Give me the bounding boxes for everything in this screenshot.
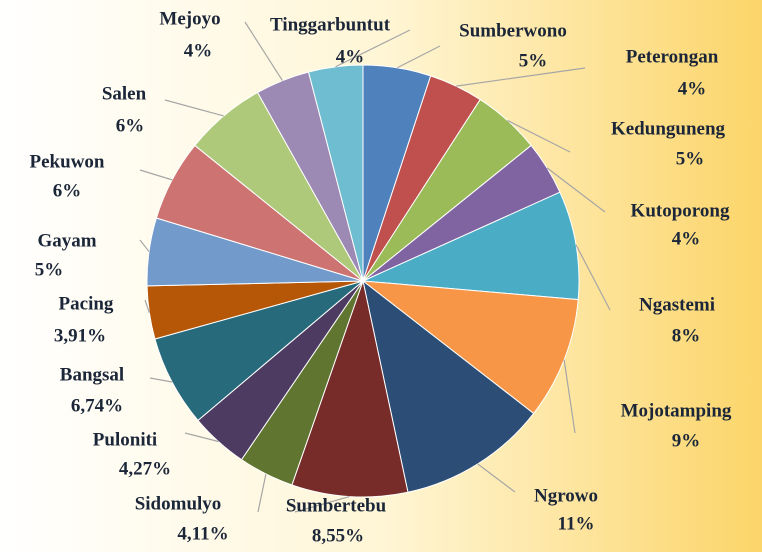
slice-value-label: 6%: [116, 115, 145, 136]
slice-value-label: 8,55%: [312, 525, 364, 546]
leader-line: [294, 495, 350, 513]
slice-label: Sidomulyo: [135, 493, 222, 514]
slice-label: Tinggarbuntut: [270, 14, 391, 35]
leader-line: [139, 169, 173, 181]
slice-label: Ngrowo: [534, 485, 598, 506]
pie-slice: [361, 191, 580, 301]
slice-value-label: 4%: [336, 46, 365, 67]
slice-value-label: 6,74%: [71, 395, 123, 416]
leader-line: [546, 167, 606, 213]
slice-label: Peterongan: [626, 46, 719, 67]
slice-label: Salen: [102, 83, 147, 104]
leader-line: [257, 473, 267, 513]
slice-value-label: 5%: [519, 50, 548, 71]
slice-value-label: 5%: [676, 148, 705, 169]
slice-value-label: 9%: [672, 430, 701, 451]
slice-value-label: 5%: [35, 259, 64, 280]
slice-label: Puloniti: [93, 429, 157, 450]
slice-label: Bangsal: [60, 364, 124, 385]
slice-value-label: 4%: [678, 78, 707, 99]
pie-slice: [307, 64, 364, 282]
leader-line: [335, 29, 411, 68]
leader-line: [477, 463, 516, 493]
slice-value-label: 4,11%: [177, 523, 228, 544]
leader-line: [563, 359, 576, 434]
leader-line: [149, 377, 173, 383]
slice-label: Kutoporong: [631, 200, 730, 221]
pie-slice: [361, 280, 579, 415]
slice-value-label: 8%: [672, 325, 701, 346]
slice-label: Sumbertebu: [286, 495, 387, 516]
leader-line: [456, 67, 586, 87]
pie-slice: [291, 279, 409, 498]
leader-line: [507, 119, 571, 153]
slice-value-label: 11%: [558, 513, 595, 534]
slice-value-label: 6%: [53, 180, 82, 201]
leader-line: [164, 99, 224, 117]
slice-label: Sumberwono: [459, 20, 567, 41]
slice-value-label: 3,91%: [54, 325, 106, 346]
slice-label: Kedunguneng: [611, 118, 726, 139]
slice-value-label: 4%: [184, 40, 213, 61]
leader-line: [397, 45, 441, 69]
leader-line: [575, 244, 611, 311]
slice-value-label: 4,27%: [119, 458, 171, 479]
slice-label: Gayam: [37, 230, 96, 251]
slice-label: Pacing: [59, 293, 114, 314]
slice-label: Pekuwon: [30, 151, 105, 172]
slice-label: Mejoyo: [159, 8, 220, 29]
leader-line: [144, 299, 150, 313]
pie-slice: [362, 279, 535, 493]
slice-label: Ngastemi: [639, 294, 715, 315]
slice-value-label: 4%: [672, 228, 701, 249]
leader-line: [139, 239, 150, 252]
slice-label: Mojotamping: [621, 400, 732, 421]
leader-line: [244, 21, 283, 81]
leader-line: [184, 432, 219, 443]
